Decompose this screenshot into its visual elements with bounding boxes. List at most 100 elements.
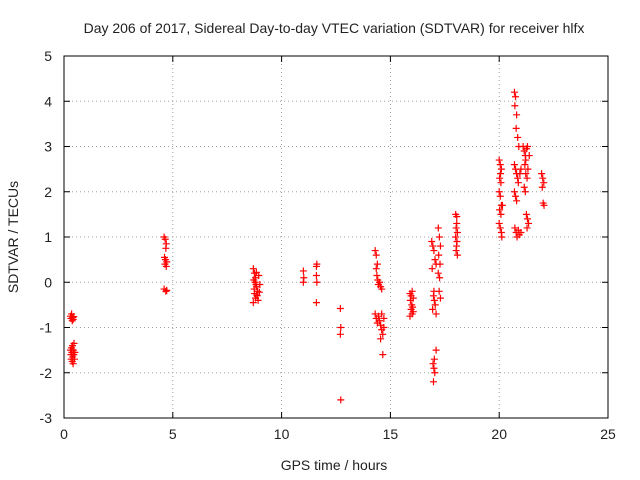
data-point xyxy=(520,183,528,191)
data-point xyxy=(430,296,438,304)
data-point xyxy=(517,228,525,236)
data-point xyxy=(538,170,546,178)
y-tick-label: 2 xyxy=(44,184,52,200)
data-point xyxy=(514,133,522,141)
data-point xyxy=(496,206,504,214)
data-point xyxy=(453,219,461,227)
data-point xyxy=(510,88,518,96)
data-point xyxy=(432,346,440,354)
data-point xyxy=(435,233,443,241)
data-point xyxy=(436,242,444,250)
x-tick-label: 5 xyxy=(169,426,177,442)
data-point xyxy=(497,210,505,218)
x-tick-label: 0 xyxy=(60,426,68,442)
data-point xyxy=(525,219,533,227)
data-point xyxy=(373,271,381,279)
data-point xyxy=(255,288,263,296)
data-points xyxy=(67,88,548,404)
data-point xyxy=(431,301,439,309)
data-point xyxy=(452,233,460,241)
data-point xyxy=(435,251,443,259)
chart-title: Day 206 of 2017, Sidereal Day-to-day VTE… xyxy=(84,20,585,36)
data-point xyxy=(523,143,531,150)
data-point xyxy=(372,265,380,273)
y-tick-label: 4 xyxy=(44,93,52,109)
x-tick-label: 20 xyxy=(491,426,507,442)
data-point xyxy=(312,271,320,279)
x-tick-label: 15 xyxy=(383,426,399,442)
y-tick-labels: -3 -2 -1 0 1 2 3 4 5 xyxy=(40,48,53,426)
data-point xyxy=(380,324,388,331)
data-point xyxy=(497,165,505,173)
data-point xyxy=(512,192,520,200)
data-point xyxy=(378,310,386,318)
data-point xyxy=(379,351,387,359)
data-point xyxy=(378,285,386,293)
data-point xyxy=(254,296,262,304)
data-point xyxy=(337,396,345,404)
data-point xyxy=(540,201,548,209)
data-point xyxy=(523,224,531,232)
grid-lines xyxy=(64,56,608,418)
data-point xyxy=(514,179,522,187)
data-point xyxy=(429,305,437,313)
data-point xyxy=(453,251,461,259)
data-point xyxy=(371,247,379,255)
data-point xyxy=(377,335,385,343)
data-point xyxy=(497,179,505,187)
data-point xyxy=(428,265,436,273)
data-point xyxy=(496,174,504,182)
data-point xyxy=(71,348,79,356)
data-point xyxy=(430,247,438,255)
x-tick-label: 25 xyxy=(600,426,616,442)
data-point xyxy=(522,170,530,178)
data-point xyxy=(523,174,531,182)
y-tick-label: 5 xyxy=(44,48,52,64)
data-point xyxy=(434,224,442,232)
data-point xyxy=(162,244,170,252)
data-point xyxy=(312,299,320,307)
y-tick-label: -2 xyxy=(40,365,53,381)
data-point xyxy=(538,183,546,191)
data-point xyxy=(495,188,503,196)
y-tick-label: -3 xyxy=(40,410,53,426)
data-point xyxy=(453,228,461,236)
data-point xyxy=(511,102,519,110)
data-point xyxy=(249,265,257,273)
x-tick-labels: 0 5 10 15 20 25 xyxy=(60,426,616,442)
data-point xyxy=(376,317,384,325)
data-point xyxy=(436,260,444,268)
data-point xyxy=(513,197,521,205)
data-point xyxy=(521,188,529,196)
data-point xyxy=(252,268,260,276)
data-point xyxy=(521,161,529,169)
data-point xyxy=(498,201,506,209)
data-point xyxy=(161,235,169,243)
data-point xyxy=(430,355,438,363)
data-point xyxy=(522,156,530,164)
data-point xyxy=(70,313,78,321)
data-point xyxy=(373,260,381,268)
data-point xyxy=(435,287,443,295)
data-point xyxy=(514,174,522,182)
data-point xyxy=(540,179,548,187)
data-point xyxy=(372,251,380,259)
data-point xyxy=(431,256,439,264)
data-point xyxy=(523,215,531,223)
data-point xyxy=(495,156,503,164)
data-point xyxy=(524,165,532,173)
data-point xyxy=(299,278,307,286)
data-point xyxy=(429,360,437,368)
y-tick-label: -1 xyxy=(40,320,53,336)
x-tick-label: 10 xyxy=(274,426,290,442)
data-point xyxy=(495,219,503,227)
data-point xyxy=(510,188,518,196)
x-axis-label: GPS time / hours xyxy=(281,457,388,473)
data-point xyxy=(436,294,444,302)
data-point xyxy=(428,238,436,246)
data-point xyxy=(452,224,460,232)
data-point xyxy=(452,247,460,255)
data-point xyxy=(380,314,388,322)
data-point xyxy=(434,269,442,277)
